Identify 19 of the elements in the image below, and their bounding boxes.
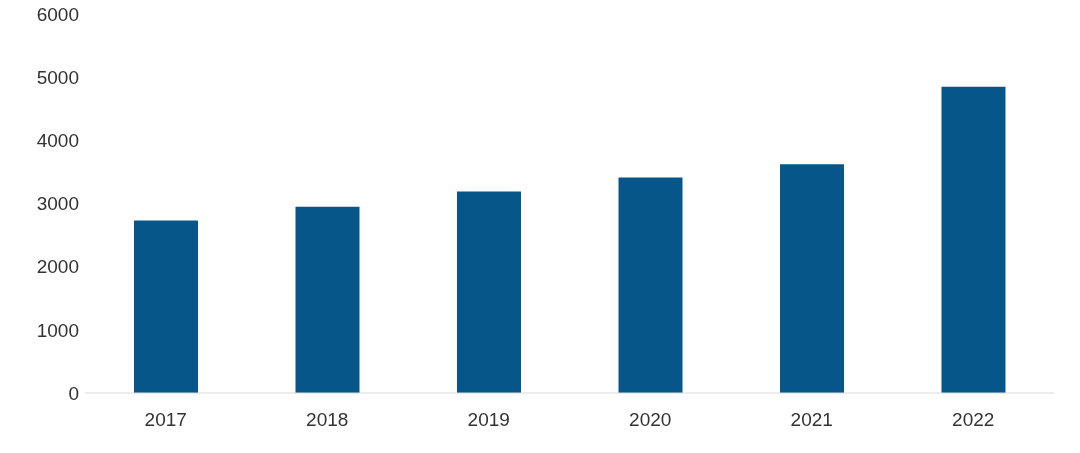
bar [134,220,198,393]
x-tick-label: 2021 [790,409,833,431]
bar [941,86,1006,393]
y-tick-label: 4000 [36,130,79,152]
x-tick-label: 2018 [306,409,349,431]
x-tick-label: 2019 [467,409,510,431]
bar [618,177,683,393]
y-tick-label: 0 [68,382,79,404]
x-tick-label: 2020 [629,409,672,431]
y-tick-label: 5000 [36,66,79,88]
y-tick-label: 6000 [36,3,79,25]
y-tick-label: 2000 [36,256,79,278]
bar [780,164,844,393]
x-tick-label: 2022 [952,409,995,431]
y-tick-label: 3000 [36,193,79,215]
bar [457,191,521,393]
bar [295,206,360,393]
y-tick-label: 1000 [36,319,79,341]
x-tick-label: 2017 [144,409,187,431]
